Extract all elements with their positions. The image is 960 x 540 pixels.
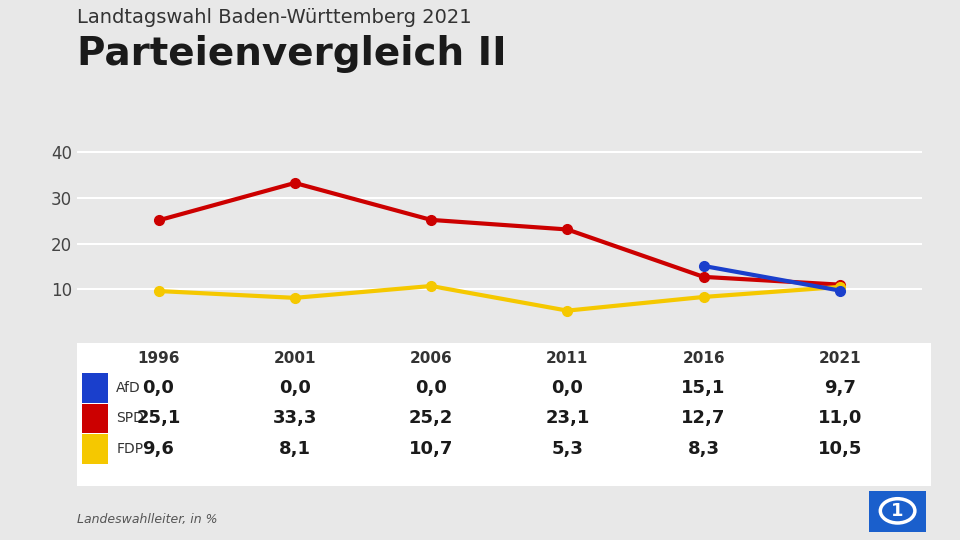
Text: 1996: 1996 [137,351,180,366]
Text: 0,0: 0,0 [143,379,175,397]
Text: AfD: AfD [116,381,141,395]
Text: 2021: 2021 [819,351,861,366]
Text: 10,7: 10,7 [409,440,453,458]
Text: 2011: 2011 [546,351,588,366]
Text: 15,1: 15,1 [682,379,726,397]
Text: 9,7: 9,7 [824,379,855,397]
Text: 2006: 2006 [410,351,452,366]
Text: 9,6: 9,6 [143,440,175,458]
Text: 8,3: 8,3 [687,440,720,458]
Text: FDP: FDP [116,442,143,456]
Text: 0,0: 0,0 [551,379,584,397]
Text: SPD: SPD [116,411,144,426]
Text: 2016: 2016 [683,351,725,366]
Text: 12,7: 12,7 [682,409,726,428]
Text: 1: 1 [891,502,904,520]
Text: 5,3: 5,3 [551,440,584,458]
Text: Landtagswahl Baden-Württemberg 2021: Landtagswahl Baden-Württemberg 2021 [77,8,471,27]
FancyBboxPatch shape [866,489,929,534]
Text: Parteienvergleich II: Parteienvergleich II [77,35,507,73]
Text: 25,1: 25,1 [136,409,180,428]
Text: 33,3: 33,3 [273,409,317,428]
Text: 2001: 2001 [274,351,316,366]
Text: 11,0: 11,0 [818,409,862,428]
Text: 23,1: 23,1 [545,409,589,428]
Text: 0,0: 0,0 [278,379,311,397]
Text: Landeswahlleiter, in %: Landeswahlleiter, in % [77,514,217,526]
Text: 8,1: 8,1 [278,440,311,458]
Text: 0,0: 0,0 [415,379,447,397]
Text: 25,2: 25,2 [409,409,453,428]
Text: 10,5: 10,5 [818,440,862,458]
